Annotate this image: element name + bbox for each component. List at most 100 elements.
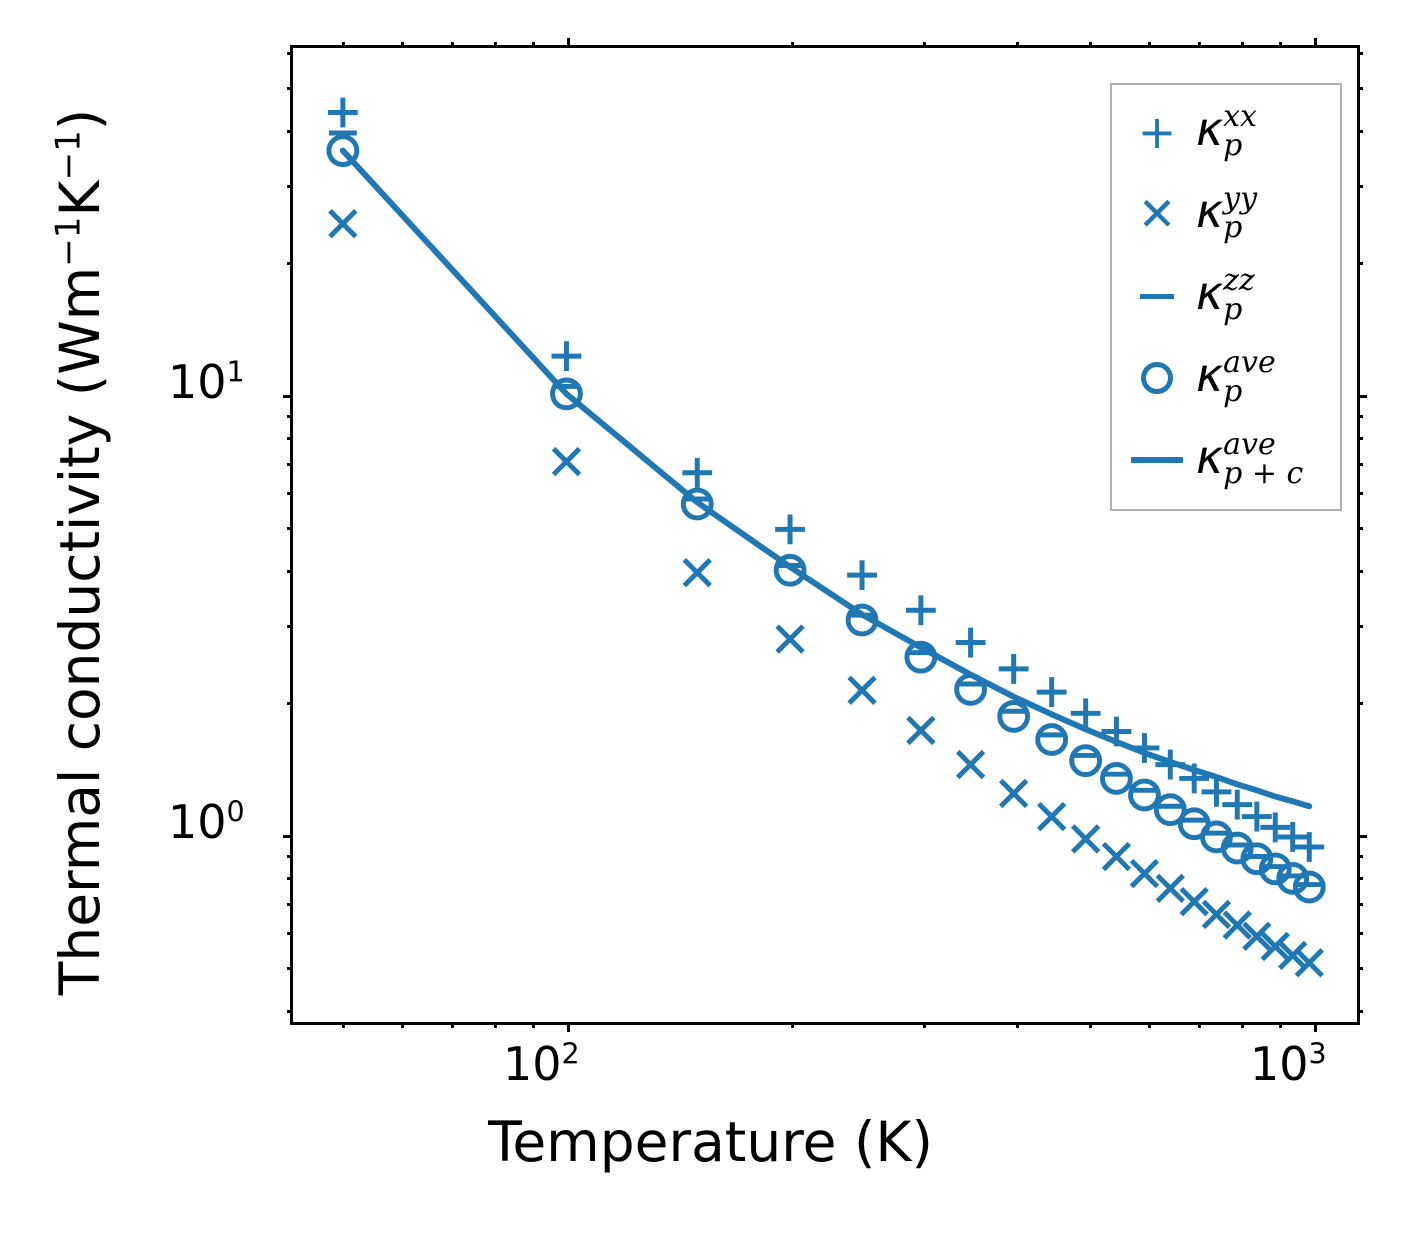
y-tick-right-0.6000000000000001 <box>1357 932 1363 936</box>
y-tick-40 <box>287 129 293 133</box>
symbol-indices: zz p <box>1223 263 1255 327</box>
symbol-superscript: yy <box>1223 181 1258 216</box>
x-tick-top-500 <box>1088 42 1092 48</box>
series-kappa_p+c^ave <box>339 147 1313 810</box>
circle-glyph <box>1141 362 1173 394</box>
x-tick-top-50 <box>341 42 345 48</box>
y-tick-6 <box>287 492 293 496</box>
y-tick-right-6 <box>1357 492 1363 496</box>
data-layer <box>326 97 1326 978</box>
y-tick-right-8 <box>1357 437 1363 441</box>
legend-item-2[interactable]: κ zz p <box>1112 255 1340 337</box>
y-tick-30 <box>287 184 293 188</box>
y-tick-right-0.9 <box>1357 854 1363 858</box>
x-tick-top-700 <box>1197 42 1201 48</box>
line-marker-icon <box>1118 457 1196 463</box>
x-tick-top-900 <box>1279 42 1283 48</box>
legend-item-0[interactable]: + κ xx p <box>1112 91 1340 173</box>
x-tick-600 <box>1147 1022 1151 1028</box>
y-axis-title-end: ) <box>48 108 112 131</box>
y-tick-9 <box>287 414 293 418</box>
x-tick-50 <box>341 1022 345 1028</box>
y-tick-2 <box>287 702 293 706</box>
symbol-indices: xx p <box>1223 102 1257 160</box>
x-tick-top-800 <box>1241 42 1245 48</box>
y-tick-0.8 <box>287 877 293 881</box>
x-marker-icon: ✕ <box>1118 191 1196 237</box>
y-tick-0.4 <box>287 1009 293 1013</box>
tick-mantissa: 10 <box>168 355 227 409</box>
y-tick-right-50 <box>1357 86 1363 90</box>
symbol-superscript: zz <box>1223 263 1255 298</box>
y-tick-label-1: 100 <box>168 795 245 845</box>
y-tick-label-10: 101 <box>168 355 245 405</box>
y-tick-right-0.5 <box>1357 966 1363 970</box>
x-tick-100 <box>566 1022 570 1032</box>
chart-legend[interactable]: + κ xx p ✕ κ yy p κ zz p κ ave p κ ave p + c <box>1110 83 1342 511</box>
x-tick-70 <box>450 1022 454 1028</box>
x-tick-800 <box>1241 1022 1245 1028</box>
y-tick-1 <box>283 834 293 838</box>
tick-exponent: 3 <box>1308 1037 1327 1071</box>
y-tick-right-20 <box>1357 262 1363 266</box>
y-axis-title-sup1: −1 <box>48 216 89 267</box>
tick-exponent: 1 <box>226 355 245 389</box>
y-tick-right-4 <box>1357 569 1363 573</box>
x-tick-top-600 <box>1147 42 1151 48</box>
x-axis-title: Temperature (K) <box>488 1110 933 1174</box>
y-tick-8 <box>287 437 293 441</box>
y-tick-3 <box>287 624 293 628</box>
y-tick-20 <box>287 262 293 266</box>
x-tick-400 <box>1016 1022 1020 1028</box>
y-tick-right-0.7000000000000001 <box>1357 902 1363 906</box>
y-tick-right-7 <box>1357 462 1363 466</box>
y-tick-right-1 <box>1357 834 1367 838</box>
y-tick-0.9 <box>287 854 293 858</box>
x-tick-60 <box>400 1022 404 1028</box>
y-tick-right-2 <box>1357 702 1363 706</box>
y-tick-right-40 <box>1357 129 1363 133</box>
x-tick-top-80 <box>494 42 498 48</box>
symbol-superscript: ave <box>1223 427 1276 462</box>
legend-item-3[interactable]: κ ave p <box>1112 337 1340 419</box>
kappa-symbol: κ <box>1196 266 1224 320</box>
symbol-subscript: p <box>1223 291 1243 327</box>
y-tick-10 <box>283 394 293 398</box>
y-tick-0.7000000000000001 <box>287 902 293 906</box>
y-tick-right-10 <box>1357 394 1367 398</box>
tick-mantissa: 10 <box>1250 1037 1309 1091</box>
y-tick-right-0.8 <box>1357 877 1363 881</box>
y-axis-title-main: Thermal conductivity (Wm <box>48 266 112 996</box>
legend-item-1[interactable]: ✕ κ yy p <box>1112 173 1340 255</box>
tick-exponent: 2 <box>561 1037 580 1071</box>
tick-exponent: 0 <box>226 795 245 829</box>
x-tick-90 <box>532 1022 536 1028</box>
y-tick-right-30 <box>1357 184 1363 188</box>
kappa-symbol: κ <box>1196 102 1224 156</box>
x-tick-top-60 <box>400 42 404 48</box>
y-tick-0.6000000000000001 <box>287 932 293 936</box>
kappa-symbol: κ <box>1196 184 1224 238</box>
y-tick-right-60 <box>1357 52 1363 56</box>
kappa-symbol: κ <box>1196 430 1224 484</box>
legend-item-4[interactable]: κ ave p + c <box>1112 419 1340 501</box>
x-tick-top-1000 <box>1313 38 1317 48</box>
legend-item-label-2: κ zz p <box>1196 266 1255 326</box>
y-tick-right-9 <box>1357 414 1363 418</box>
y-tick-right-0.4 <box>1357 1009 1363 1013</box>
symbol-subscript: p + c <box>1223 455 1304 491</box>
symbol-indices: ave p + c <box>1223 427 1304 491</box>
series-kappa_p^xx <box>327 97 1325 862</box>
legend-item-label-4: κ ave p + c <box>1196 430 1303 490</box>
series-kappa_p^ave <box>326 134 1326 904</box>
y-axis-title: Thermal conductivity (Wm−1K−1) <box>48 62 112 1042</box>
x-tick-top-70 <box>450 42 454 48</box>
symbol-indices: yy p <box>1223 181 1258 242</box>
y-tick-right-5 <box>1357 526 1363 530</box>
x-tick-1000 <box>1313 1022 1317 1032</box>
x-tick-label-1000: 103 <box>1250 1037 1327 1087</box>
y-tick-7 <box>287 462 293 466</box>
line-glyph <box>1131 457 1183 463</box>
x-tick-top-300 <box>922 42 926 48</box>
